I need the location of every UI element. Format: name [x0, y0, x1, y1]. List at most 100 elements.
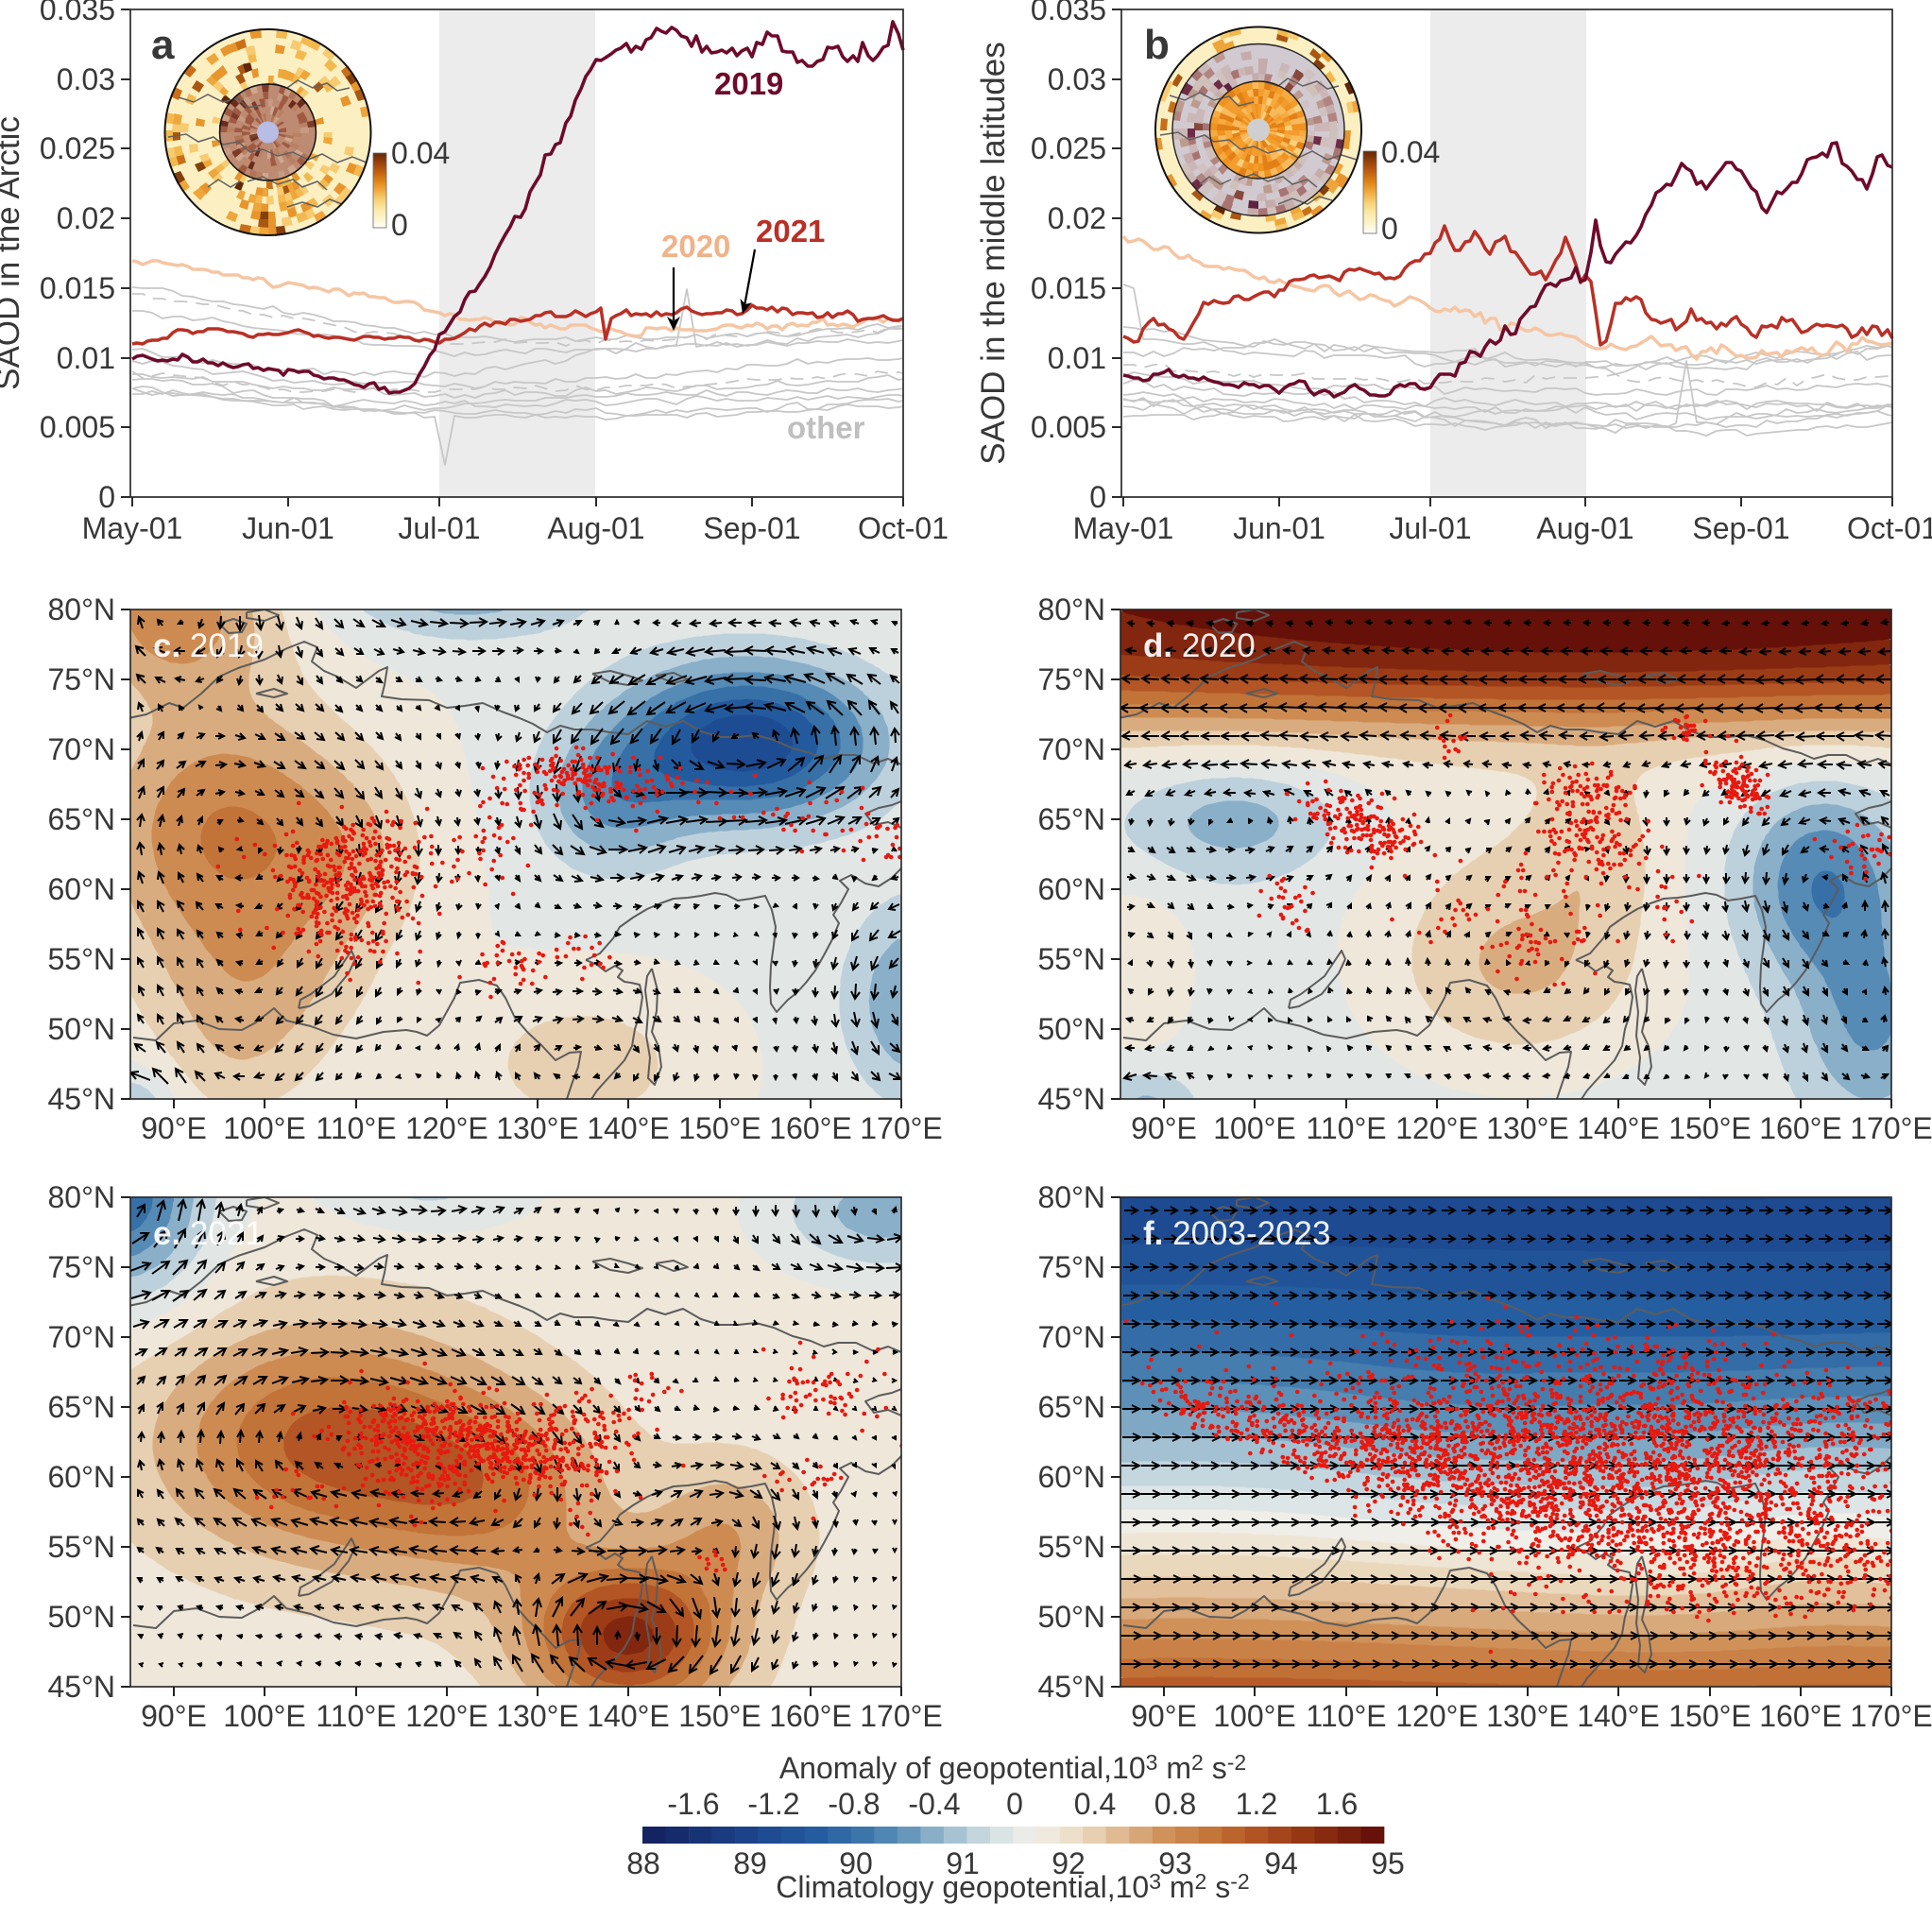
svg-text:50°N: 50°N — [1038, 1012, 1106, 1046]
svg-text:0.8: 0.8 — [1154, 1787, 1196, 1821]
svg-text:65°N: 65°N — [1038, 1390, 1106, 1424]
svg-text:2019: 2019 — [714, 66, 783, 101]
svg-text:Anomaly of geopotential,103 m2: Anomaly of geopotential,103 m2 s-2 — [779, 1750, 1246, 1785]
svg-text:170°E: 170°E — [860, 1699, 943, 1733]
svg-text:c. 2019: c. 2019 — [153, 627, 264, 664]
svg-text:90°E: 90°E — [1131, 1699, 1197, 1733]
svg-text:60°N: 60°N — [48, 1460, 116, 1494]
svg-text:other: other — [787, 410, 865, 445]
svg-text:110°E: 110°E — [316, 1699, 396, 1733]
svg-text:a: a — [151, 22, 175, 68]
svg-text:0.4: 0.4 — [1074, 1787, 1116, 1821]
svg-text:May-01: May-01 — [1073, 511, 1174, 545]
svg-text:e. 2021: e. 2021 — [153, 1215, 264, 1252]
svg-text:May-01: May-01 — [82, 511, 183, 545]
svg-text:65°N: 65°N — [48, 802, 116, 836]
svg-text:70°N: 70°N — [48, 732, 116, 766]
svg-text:45°N: 45°N — [1038, 1082, 1106, 1116]
svg-text:-0.8: -0.8 — [828, 1787, 880, 1821]
svg-text:60°N: 60°N — [1038, 872, 1106, 906]
svg-text:Oct-01: Oct-01 — [858, 511, 949, 545]
svg-text:0.015: 0.015 — [40, 271, 115, 305]
svg-text:100°E: 100°E — [1213, 1111, 1296, 1145]
svg-text:130°E: 130°E — [496, 1699, 579, 1733]
svg-text:150°E: 150°E — [678, 1699, 761, 1733]
svg-text:70°N: 70°N — [1038, 732, 1106, 766]
svg-text:0: 0 — [1089, 480, 1106, 514]
svg-text:d. 2020: d. 2020 — [1143, 627, 1256, 664]
svg-text:0: 0 — [391, 208, 408, 242]
svg-text:88: 88 — [626, 1846, 660, 1880]
svg-text:Aug-01: Aug-01 — [1536, 511, 1633, 545]
svg-text:75°N: 75°N — [48, 662, 116, 696]
svg-text:Oct-01: Oct-01 — [1847, 511, 1932, 545]
svg-text:0.03: 0.03 — [1048, 62, 1106, 96]
svg-text:80°N: 80°N — [1038, 592, 1106, 626]
svg-text:Climatology geopotential,103 m: Climatology geopotential,103 m2 s-2 — [776, 1869, 1249, 1904]
svg-text:0: 0 — [1381, 212, 1398, 246]
svg-text:0: 0 — [98, 480, 115, 514]
svg-text:2021: 2021 — [756, 214, 825, 249]
svg-text:0.01: 0.01 — [57, 341, 115, 375]
svg-text:Aug-01: Aug-01 — [547, 511, 644, 545]
svg-text:70°N: 70°N — [1038, 1320, 1106, 1354]
svg-text:100°E: 100°E — [223, 1111, 306, 1145]
svg-text:140°E: 140°E — [1577, 1111, 1660, 1145]
svg-text:55°N: 55°N — [48, 1530, 116, 1564]
svg-text:70°N: 70°N — [48, 1320, 116, 1354]
svg-text:160°E: 160°E — [769, 1699, 852, 1733]
svg-text:Sep-01: Sep-01 — [703, 511, 800, 545]
svg-text:170°E: 170°E — [860, 1111, 943, 1145]
svg-text:130°E: 130°E — [1486, 1699, 1569, 1733]
svg-text:b: b — [1144, 22, 1170, 68]
svg-text:65°N: 65°N — [48, 1390, 116, 1424]
svg-text:0.035: 0.035 — [1031, 0, 1106, 26]
svg-text:75°N: 75°N — [1038, 1250, 1106, 1284]
svg-text:60°N: 60°N — [48, 872, 116, 906]
svg-text:2020: 2020 — [661, 229, 730, 264]
svg-text:0.04: 0.04 — [1381, 135, 1440, 169]
svg-text:150°E: 150°E — [678, 1111, 761, 1145]
svg-text:80°N: 80°N — [48, 592, 116, 626]
svg-text:80°N: 80°N — [48, 1180, 116, 1214]
svg-text:0.015: 0.015 — [1031, 271, 1106, 305]
svg-text:Jun-01: Jun-01 — [1233, 511, 1325, 545]
svg-text:94: 94 — [1264, 1846, 1298, 1880]
svg-text:0.025: 0.025 — [40, 131, 115, 165]
svg-text:-0.4: -0.4 — [908, 1787, 960, 1821]
svg-text:150°E: 150°E — [1668, 1111, 1752, 1145]
svg-text:170°E: 170°E — [1850, 1699, 1932, 1733]
svg-text:50°N: 50°N — [48, 1600, 116, 1634]
svg-text:110°E: 110°E — [1306, 1111, 1386, 1145]
svg-text:0.035: 0.035 — [40, 0, 115, 26]
svg-text:130°E: 130°E — [1486, 1111, 1569, 1145]
svg-text:f. 2003-2023: f. 2003-2023 — [1143, 1215, 1331, 1252]
svg-text:140°E: 140°E — [1577, 1699, 1660, 1733]
svg-text:93: 93 — [1158, 1846, 1192, 1880]
svg-text:75°N: 75°N — [48, 1250, 116, 1284]
svg-text:55°N: 55°N — [1038, 1530, 1106, 1564]
svg-text:140°E: 140°E — [587, 1111, 670, 1145]
svg-text:120°E: 120°E — [1395, 1699, 1479, 1733]
svg-text:1.6: 1.6 — [1316, 1787, 1358, 1821]
svg-text:160°E: 160°E — [1759, 1111, 1842, 1145]
svg-text:130°E: 130°E — [496, 1111, 579, 1145]
svg-text:89: 89 — [733, 1846, 767, 1880]
svg-text:45°N: 45°N — [48, 1670, 116, 1704]
svg-text:160°E: 160°E — [769, 1111, 852, 1145]
svg-text:100°E: 100°E — [1213, 1699, 1296, 1733]
svg-text:SAOD in the Arctic: SAOD in the Arctic — [0, 116, 26, 390]
svg-text:Jul-01: Jul-01 — [1389, 511, 1471, 545]
svg-text:SAOD in the middle latitudes: SAOD in the middle latitudes — [975, 42, 1012, 464]
svg-text:120°E: 120°E — [1395, 1111, 1479, 1145]
svg-text:55°N: 55°N — [1038, 942, 1106, 976]
svg-text:60°N: 60°N — [1038, 1460, 1106, 1494]
svg-text:0.04: 0.04 — [391, 136, 450, 170]
svg-text:100°E: 100°E — [223, 1699, 306, 1733]
svg-text:0.02: 0.02 — [57, 201, 115, 235]
svg-text:91: 91 — [946, 1846, 980, 1880]
svg-text:170°E: 170°E — [1850, 1111, 1932, 1145]
svg-text:0.02: 0.02 — [1048, 201, 1106, 235]
svg-text:75°N: 75°N — [1038, 662, 1106, 696]
svg-text:50°N: 50°N — [48, 1012, 116, 1046]
